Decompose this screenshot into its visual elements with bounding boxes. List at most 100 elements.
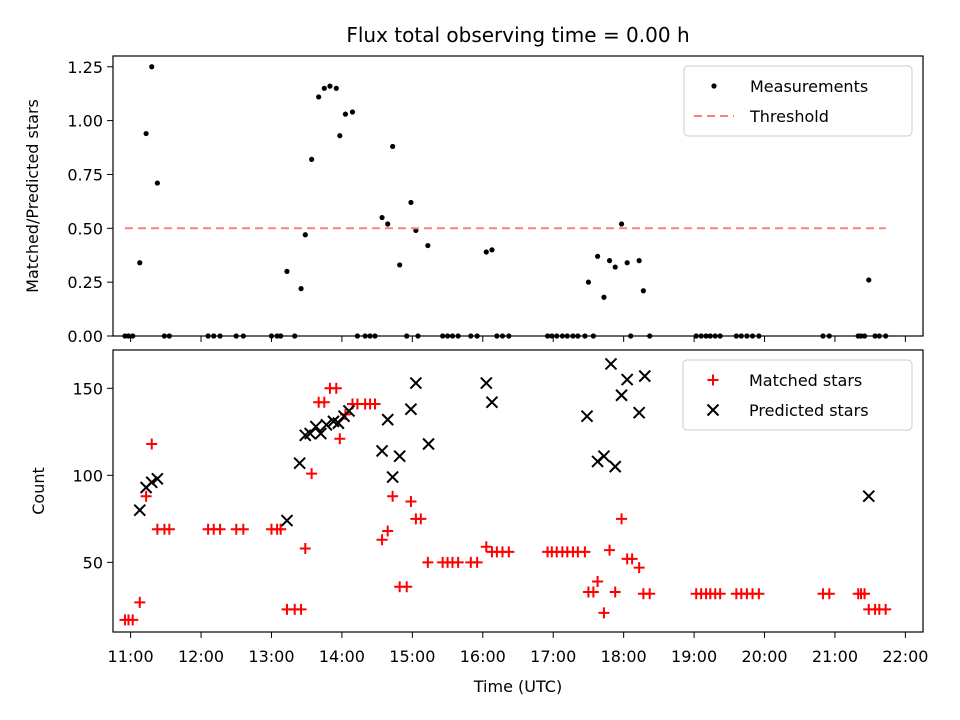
matched-star-point <box>859 588 871 600</box>
ratio-y-axis-label: Matched/Predicted stars <box>23 99 42 293</box>
measurement-point <box>298 286 304 292</box>
predicted-star-point <box>293 456 306 470</box>
measurement-point <box>590 333 596 339</box>
measurement-point <box>564 333 570 339</box>
x-tick-label: 21:00 <box>812 647 858 666</box>
matched-star-point <box>299 542 311 554</box>
measurement-point <box>826 333 832 339</box>
count-series <box>119 357 892 626</box>
measurement-point <box>494 333 500 339</box>
measurement-point <box>575 333 581 339</box>
measurement-point <box>601 294 607 300</box>
matched-star-point <box>415 513 427 525</box>
count-x-ticks: 11:00 12:00 13:00 14:00 15:00 16:00 17:00 18:00… <box>108 632 928 666</box>
predicted-star-point <box>485 396 499 409</box>
matched-star-point <box>587 586 599 598</box>
measurement-point <box>707 333 713 339</box>
measurement-point <box>549 333 555 339</box>
matched-star-point <box>633 562 645 574</box>
measurement-point <box>618 221 625 227</box>
count-legend: Matched stars Predicted stars <box>682 359 913 431</box>
predicted-star-point <box>480 376 493 390</box>
measurement-point <box>404 333 410 339</box>
measurement-point <box>506 333 512 339</box>
count-y-axis-label: Count <box>29 467 48 515</box>
measurement-point <box>489 247 495 253</box>
predicted-star-point <box>386 470 399 484</box>
ratio-y-tick-label: 0.75 <box>67 165 103 184</box>
measurement-point <box>440 333 446 339</box>
x-tick-label: 17:00 <box>530 647 576 666</box>
measurement-point <box>756 333 762 339</box>
matched-star-point <box>753 588 765 600</box>
measurement-point <box>455 333 461 339</box>
matched-star-point <box>330 382 342 394</box>
measurement-point <box>337 133 343 139</box>
matched-star-point <box>823 588 835 600</box>
measurement-point <box>354 333 361 339</box>
measurement-point <box>703 333 709 339</box>
x-tick-label: 19:00 <box>671 647 717 666</box>
count-panel-frame <box>112 349 924 633</box>
predicted-star-point <box>409 376 423 390</box>
matched-star-point <box>146 438 158 450</box>
measurement-point <box>624 260 630 266</box>
measurement-point <box>349 109 356 115</box>
measurement-point <box>693 333 699 339</box>
matched-star-point <box>609 586 621 598</box>
matched-star-point <box>127 614 139 626</box>
ratio-panel: 0.00 0.25 0.50 0.75 1.00 1.25 Matched/Predict… <box>23 55 924 346</box>
measurement-point <box>268 333 275 339</box>
measurement-point <box>240 333 246 339</box>
measurement-point <box>211 333 217 339</box>
measurement-point <box>161 333 168 339</box>
measurement-point <box>554 333 560 339</box>
measurement-point <box>876 333 882 339</box>
measurement-point <box>217 333 223 339</box>
measurement-point <box>292 333 298 339</box>
measurement-point <box>362 333 368 339</box>
matched-star-point <box>405 495 417 507</box>
matched-star-point <box>714 588 726 600</box>
measurement-point <box>636 258 642 264</box>
count-y-tick-label: 150 <box>72 379 103 398</box>
measurement-point <box>861 333 868 339</box>
matched-star-point <box>616 513 628 525</box>
measurement-point <box>425 242 431 249</box>
measurement-point <box>449 333 456 339</box>
matched-star-point <box>598 607 610 619</box>
legend-marker-matched <box>707 374 719 386</box>
figure-title: Flux total observing time = 0.00 h <box>346 23 689 47</box>
measurement-point <box>333 85 339 91</box>
matched-star-point <box>237 523 249 535</box>
measurement-point <box>698 333 704 339</box>
predicted-star-point <box>862 490 875 503</box>
ratio-y-tick-label: 0.25 <box>67 273 103 292</box>
measurement-point <box>205 333 211 339</box>
measurement-point <box>872 333 878 339</box>
predicted-star-point <box>580 409 594 423</box>
predicted-star-point <box>381 413 394 426</box>
predicted-star-point <box>638 369 651 383</box>
measurement-point <box>137 260 143 266</box>
matched-star-point <box>134 596 146 608</box>
measurement-point <box>738 333 744 339</box>
predicted-star-point <box>145 476 158 489</box>
measurement-point <box>647 333 653 339</box>
predicted-star-point <box>375 444 389 458</box>
matched-star-point <box>334 433 346 445</box>
measurement-point <box>367 333 373 339</box>
measurement-point <box>499 333 506 339</box>
count-y-tick-label: 100 <box>72 466 103 485</box>
measurement-point <box>316 94 322 100</box>
predicted-star-point <box>620 373 634 386</box>
measurement-point <box>309 156 315 162</box>
ratio-y-tick-label: 0.00 <box>67 327 103 346</box>
matched-star-point <box>480 541 492 553</box>
time-x-axis-label: Time (UTC) <box>473 677 562 696</box>
ratio-legend-label: Threshold <box>749 107 829 126</box>
count-legend-box <box>682 359 913 431</box>
measurement-point <box>415 333 421 339</box>
